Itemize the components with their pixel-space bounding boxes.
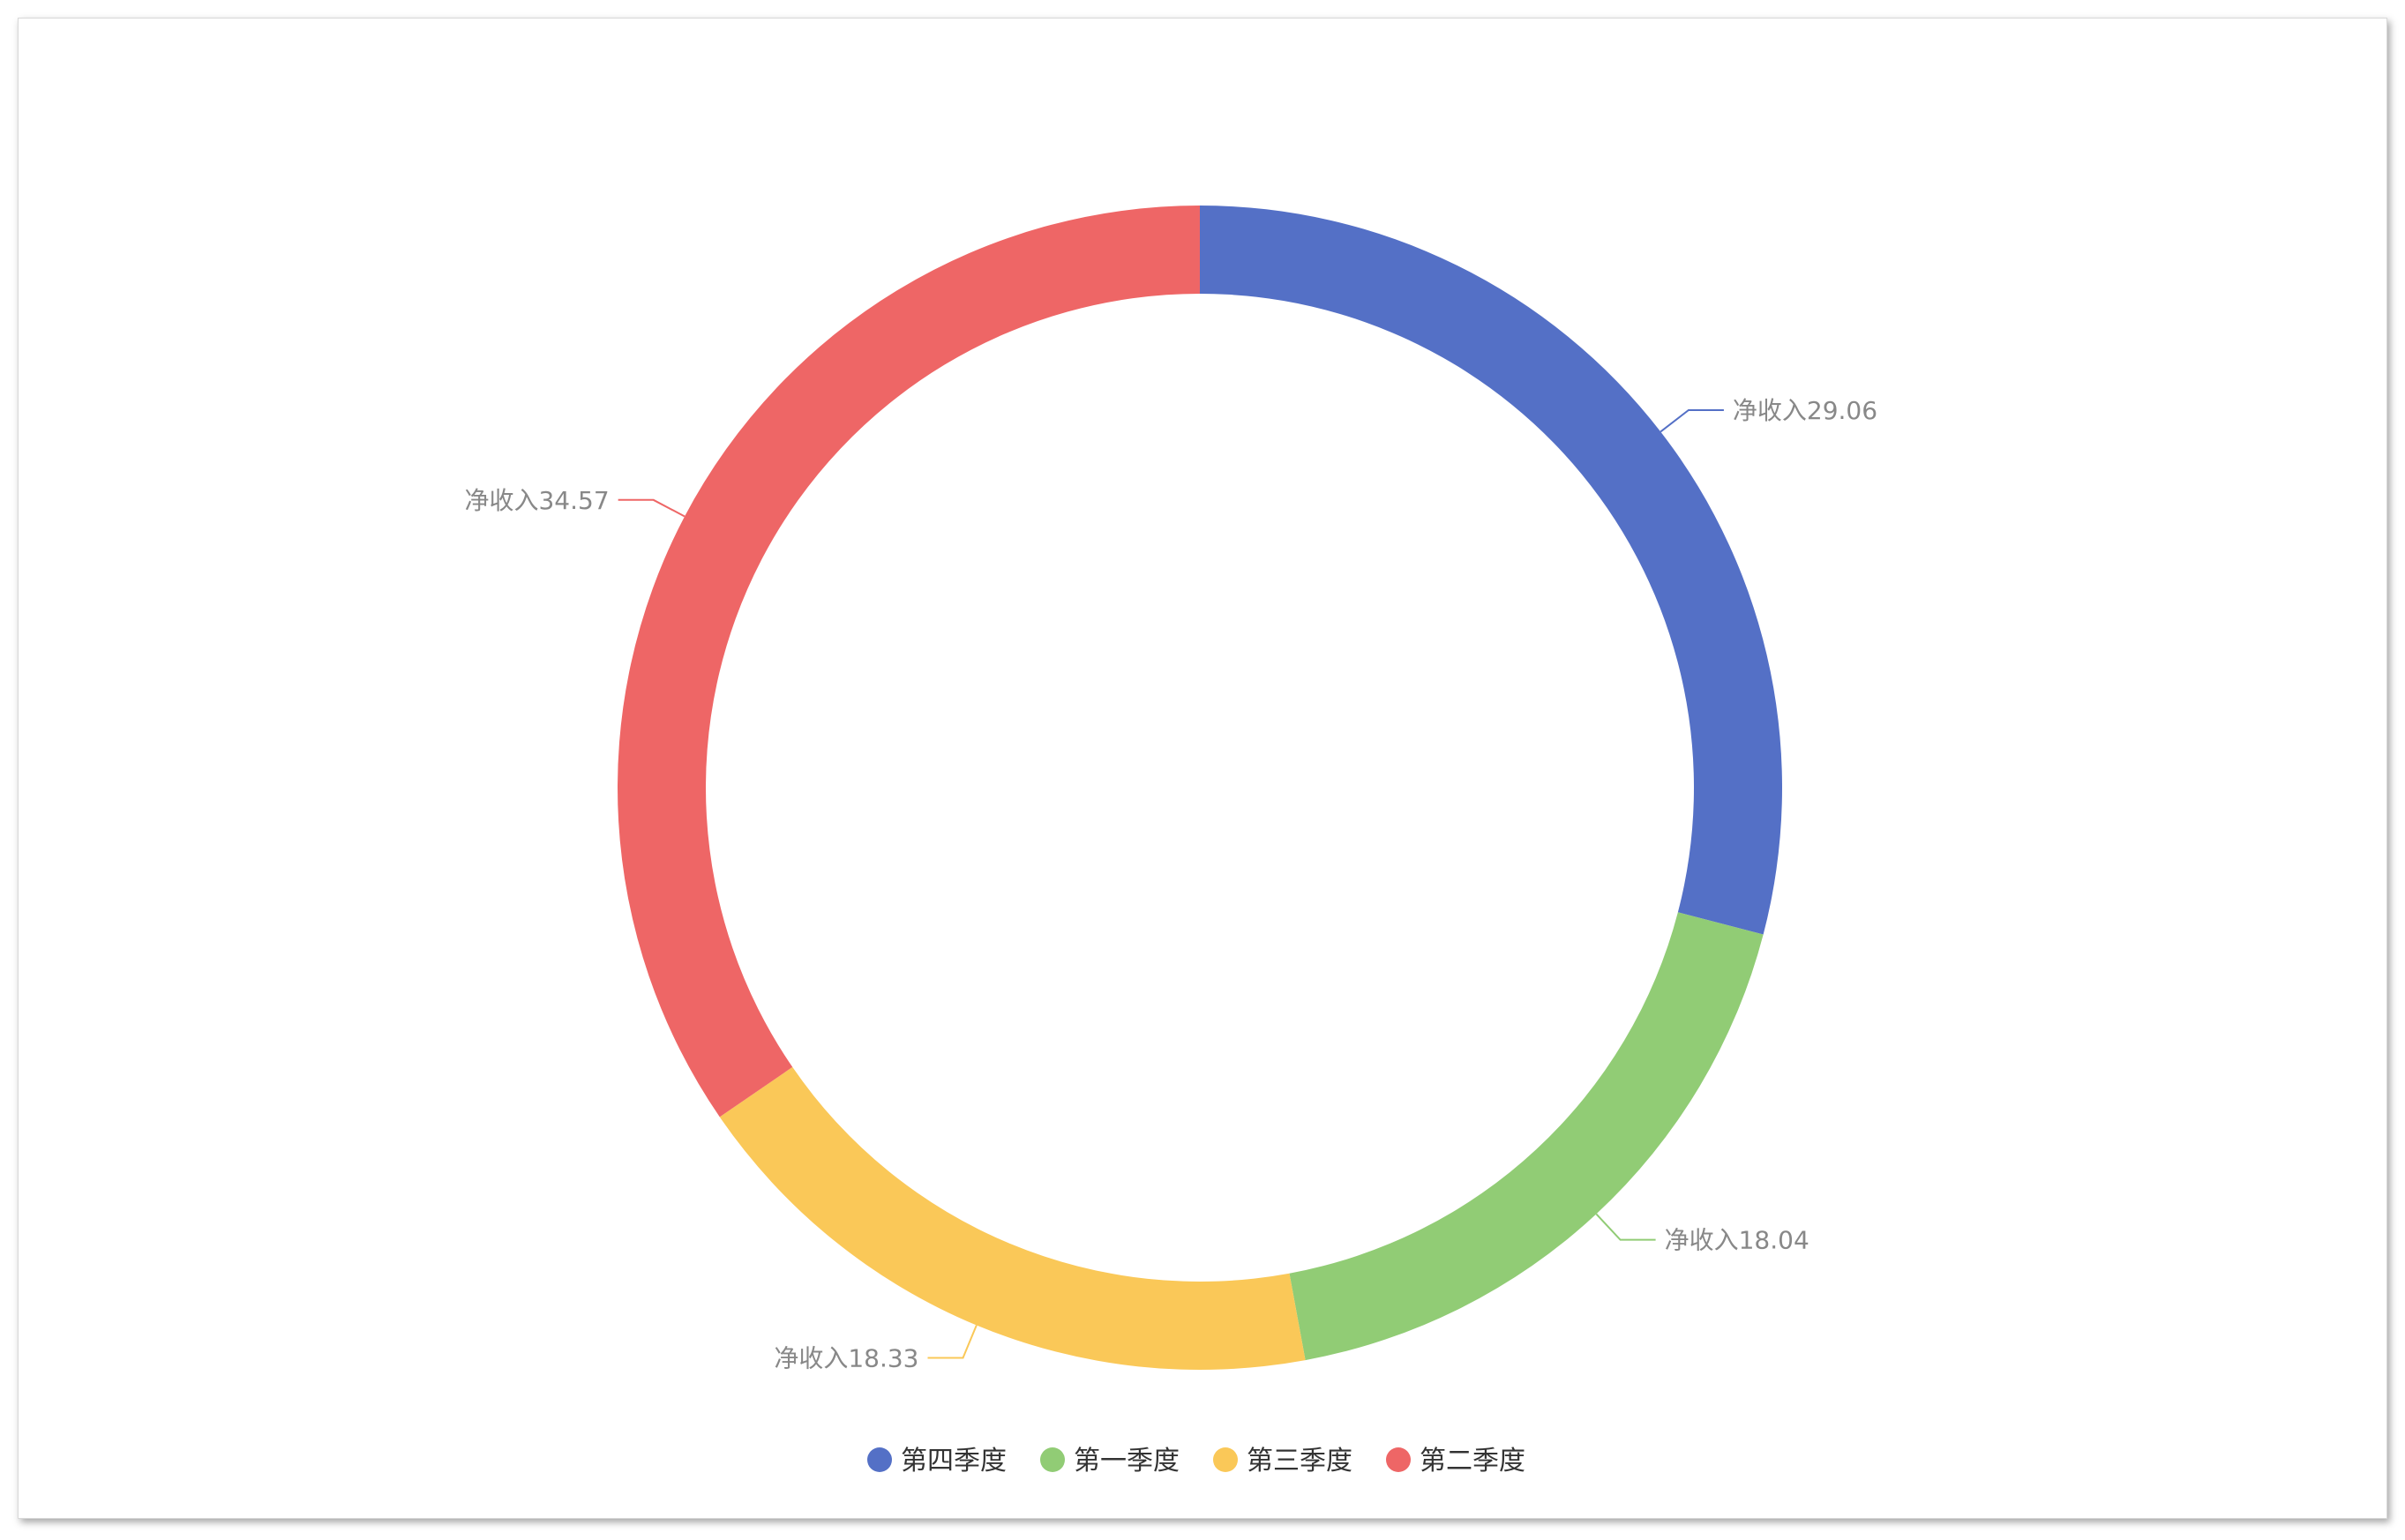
slice-2-data-label: 净收入18.04 bbox=[1665, 1226, 1809, 1255]
slice-4-data-label: 净收入34.57 bbox=[464, 486, 609, 515]
legend-label: 第三季度 bbox=[1247, 1446, 1352, 1476]
legend-label: 第二季度 bbox=[1420, 1446, 1525, 1476]
donut-slices bbox=[618, 206, 1782, 1370]
chart-legend: 第四季度 第一季度 第三季度 第二季度 bbox=[867, 1446, 1525, 1476]
legend-marker bbox=[1040, 1447, 1065, 1472]
slice-1-data-label: 净收入29.06 bbox=[1733, 396, 1877, 425]
legend-label: 第一季度 bbox=[1074, 1446, 1180, 1476]
slice-2-arc[interactable] bbox=[1289, 912, 1764, 1361]
slice-4-leader-line bbox=[618, 498, 686, 518]
slice-2-leader-line bbox=[1595, 1213, 1656, 1241]
legend-marker bbox=[1386, 1447, 1411, 1472]
slice-3-leader-line bbox=[927, 1325, 978, 1359]
legend-marker bbox=[867, 1447, 892, 1472]
legend-item-1[interactable]: 第四季度 bbox=[867, 1446, 1007, 1476]
slice-1-leader-line bbox=[1660, 409, 1724, 433]
legend-marker bbox=[1213, 1447, 1238, 1472]
legend-item-3[interactable]: 第三季度 bbox=[1213, 1446, 1352, 1476]
slice-4-arc[interactable] bbox=[618, 206, 1200, 1118]
legend-item-4[interactable]: 第二季度 bbox=[1386, 1446, 1525, 1476]
slice-3-data-label: 净收入18.33 bbox=[774, 1343, 918, 1372]
legend-item-2[interactable]: 第一季度 bbox=[1040, 1446, 1180, 1476]
slice-labels: 净收入29.06 净收入18.04 净收入18.33 净收入34.57 bbox=[464, 396, 1877, 1372]
slice-1-arc[interactable] bbox=[1200, 206, 1782, 935]
slice-3-arc[interactable] bbox=[719, 1066, 1306, 1370]
legend-label: 第四季度 bbox=[901, 1446, 1007, 1476]
